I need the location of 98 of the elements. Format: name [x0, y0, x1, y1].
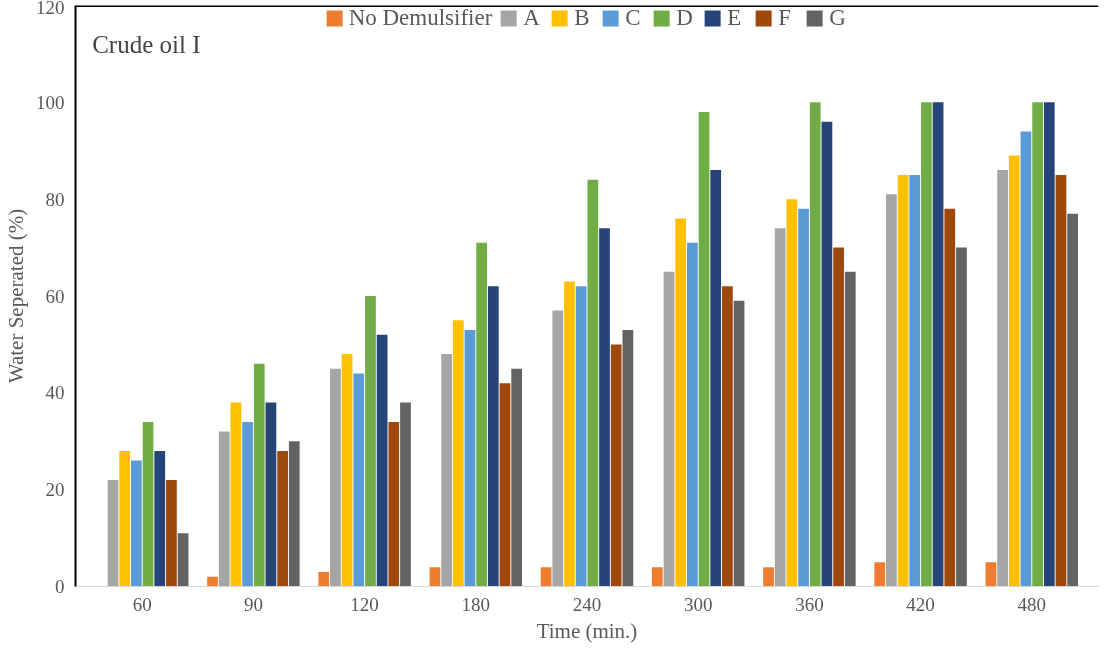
bar [166, 479, 177, 587]
bar [388, 421, 400, 587]
legend-label: B [574, 5, 591, 31]
bar [119, 450, 131, 587]
bar [1020, 131, 1032, 587]
bar [1067, 213, 1079, 587]
bar [909, 174, 921, 587]
bar [353, 373, 365, 587]
bar [774, 228, 786, 587]
bar [464, 329, 476, 587]
x-tick-label: 60 [132, 593, 152, 615]
y-tick-label: 0 [55, 576, 65, 597]
y-axis-title: Water Seperated (%) [4, 208, 28, 384]
bar [365, 296, 376, 587]
legend-label: E [727, 5, 743, 31]
bar [675, 218, 687, 587]
y-tick-label: 40 [45, 382, 65, 404]
bar [733, 300, 745, 587]
bar [786, 199, 798, 587]
bar [809, 102, 821, 587]
x-tick-label: 120 [350, 593, 379, 615]
bar [698, 112, 710, 587]
bar [722, 286, 733, 587]
bar [253, 363, 265, 587]
x-tick-label: 90 [243, 593, 263, 615]
bar [1043, 102, 1055, 587]
bar [277, 450, 288, 587]
x-tick-label: 360 [795, 593, 824, 615]
bar [610, 344, 622, 587]
x-tick-label: 420 [906, 593, 935, 615]
bar [107, 479, 119, 587]
bar [587, 179, 599, 587]
bar [997, 170, 1008, 587]
bar [622, 329, 634, 587]
y-tick-label: 80 [45, 188, 65, 210]
bar [142, 421, 154, 587]
bar [265, 402, 277, 587]
text: Crude oil I [92, 30, 201, 58]
bar [318, 571, 330, 587]
bar [710, 170, 722, 587]
bar [177, 533, 189, 587]
bar [956, 247, 967, 587]
x-axis-title: Time (min.) [536, 618, 638, 643]
bar [154, 450, 166, 587]
bar [1055, 174, 1067, 587]
bar [575, 286, 587, 587]
bar [230, 402, 242, 587]
bar [921, 102, 932, 587]
bar [376, 334, 388, 587]
bar [564, 281, 575, 587]
bar [1032, 102, 1043, 587]
bar [242, 421, 253, 587]
bar [511, 368, 523, 587]
y-tick-label: 60 [45, 285, 65, 307]
bar [429, 567, 441, 587]
legend-label: D [676, 5, 694, 31]
legend-label: F [778, 5, 793, 31]
y-tick-label: 120 [36, 0, 65, 18]
bar [540, 567, 552, 587]
bar [452, 320, 464, 587]
x-tick-label: 240 [572, 593, 602, 615]
bar [663, 271, 675, 587]
bar [1008, 155, 1020, 587]
legend-label: G [829, 5, 847, 31]
x-tick-label: 180 [461, 593, 491, 615]
legend-label: No Demulsifier [348, 5, 493, 31]
bar [833, 247, 844, 587]
bar [821, 121, 833, 587]
bar [798, 208, 809, 587]
bar [886, 194, 897, 587]
bar [686, 242, 698, 587]
x-tick-label: 480 [1017, 593, 1047, 615]
x-tick-label: 300 [683, 593, 713, 615]
bar [499, 383, 511, 587]
bar [552, 310, 564, 587]
bar [932, 102, 944, 587]
bar [207, 576, 218, 587]
bar [330, 368, 341, 587]
bar [441, 354, 452, 587]
bar [218, 431, 230, 587]
bar [400, 402, 411, 587]
legend-label: A [523, 5, 541, 31]
bar [476, 242, 488, 587]
bar [131, 460, 142, 587]
y-tick-label: 20 [45, 479, 65, 501]
bar [763, 567, 774, 587]
bar [599, 228, 610, 587]
bar [651, 567, 663, 587]
bar [844, 271, 856, 587]
bar [897, 174, 909, 587]
legend-label: C [625, 5, 642, 31]
bar [288, 441, 300, 587]
bar [341, 354, 353, 587]
bar [985, 562, 997, 587]
bar [944, 208, 956, 587]
bar [874, 562, 886, 587]
y-tick-label: 100 [36, 91, 65, 113]
bar [487, 286, 499, 587]
